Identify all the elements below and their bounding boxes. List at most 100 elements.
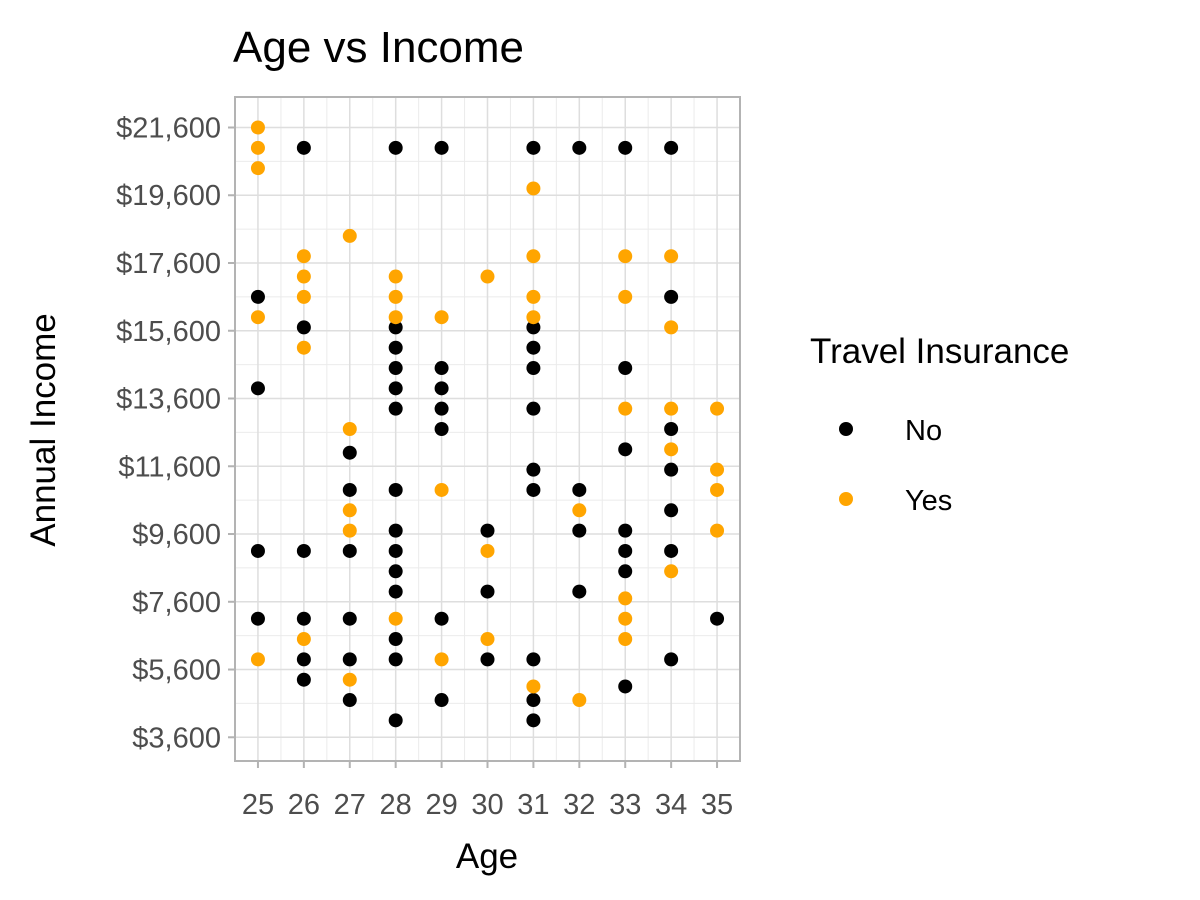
data-point-yes <box>434 482 449 497</box>
data-point-no <box>342 482 357 497</box>
y-tick-label: $7,600 <box>132 587 221 619</box>
data-point-yes <box>250 161 265 176</box>
data-point-no <box>342 693 357 708</box>
data-point-yes <box>296 249 311 264</box>
data-point-no <box>664 652 679 667</box>
legend: Travel Insurance No Yes <box>810 332 1069 517</box>
data-point-yes <box>480 632 495 647</box>
data-point-no <box>434 361 449 376</box>
data-point-no <box>434 140 449 155</box>
data-point-yes <box>618 611 633 626</box>
data-point-yes <box>710 523 725 538</box>
data-point-no <box>296 611 311 626</box>
y-tick-label: $21,600 <box>116 112 221 144</box>
data-point-no <box>250 289 265 304</box>
data-points <box>250 120 725 728</box>
data-point-no <box>664 503 679 518</box>
legend-label-no: No <box>905 415 942 447</box>
data-point-no <box>618 140 633 155</box>
data-point-no <box>526 482 541 497</box>
y-tick-label: $13,600 <box>116 384 221 416</box>
data-point-yes <box>434 652 449 667</box>
data-point-no <box>618 679 633 694</box>
data-point-no <box>526 140 541 155</box>
y-tick-label: $9,600 <box>132 519 221 551</box>
data-point-yes <box>342 672 357 687</box>
data-point-no <box>296 320 311 335</box>
data-point-yes <box>664 249 679 264</box>
data-point-no <box>618 543 633 558</box>
data-point-no <box>710 611 725 626</box>
data-point-no <box>250 611 265 626</box>
data-point-no <box>388 543 403 558</box>
data-point-no <box>388 140 403 155</box>
legend-label-yes: Yes <box>905 485 952 517</box>
data-point-yes <box>526 679 541 694</box>
data-point-no <box>664 140 679 155</box>
legend-key-yes <box>839 492 853 506</box>
data-point-yes <box>526 249 541 264</box>
data-point-no <box>664 289 679 304</box>
data-point-yes <box>388 269 403 284</box>
data-point-no <box>526 361 541 376</box>
data-point-no <box>388 361 403 376</box>
data-point-no <box>388 381 403 396</box>
data-point-no <box>250 381 265 396</box>
x-tick-label: 28 <box>380 789 412 821</box>
data-point-yes <box>618 591 633 606</box>
data-point-yes <box>388 611 403 626</box>
y-tick-label: $11,600 <box>118 451 221 483</box>
y-axis: $3,600 $5,600 $7,600 $9,600 $11,600 $13,600 $1… <box>116 112 235 754</box>
data-point-yes <box>388 310 403 325</box>
data-point-yes <box>618 401 633 416</box>
data-point-yes <box>250 652 265 667</box>
x-tick-label: 27 <box>334 789 366 821</box>
x-tick-label: 26 <box>288 789 320 821</box>
data-point-yes <box>710 462 725 477</box>
data-point-no <box>388 564 403 579</box>
x-tick-label: 25 <box>242 789 274 821</box>
data-point-no <box>480 523 495 538</box>
y-tick-label: $19,600 <box>116 180 221 212</box>
data-point-yes <box>526 289 541 304</box>
y-tick-label: $17,600 <box>116 248 221 280</box>
data-point-yes <box>296 340 311 355</box>
data-point-no <box>296 140 311 155</box>
data-point-yes <box>618 632 633 647</box>
data-point-no <box>388 482 403 497</box>
data-point-no <box>434 611 449 626</box>
data-point-no <box>388 401 403 416</box>
y-tick-label: $3,600 <box>132 722 221 754</box>
data-point-yes <box>480 543 495 558</box>
data-point-yes <box>388 289 403 304</box>
data-point-yes <box>342 422 357 436</box>
data-point-no <box>342 543 357 558</box>
data-point-no <box>296 672 311 687</box>
data-point-no <box>526 462 541 477</box>
data-point-no <box>388 320 403 335</box>
y-axis-title: Annual Income <box>24 313 63 546</box>
x-tick-label: 33 <box>609 789 641 821</box>
data-point-no <box>296 652 311 667</box>
y-tick-label: $15,600 <box>116 316 221 348</box>
data-point-no <box>480 652 495 667</box>
data-point-no <box>388 632 403 647</box>
data-point-no <box>342 445 357 460</box>
data-point-yes <box>480 269 495 284</box>
data-point-yes <box>664 320 679 335</box>
y-tick-label: $5,600 <box>132 655 221 687</box>
data-point-no <box>572 482 587 497</box>
data-point-yes <box>342 503 357 518</box>
data-point-no <box>434 693 449 708</box>
data-point-yes <box>526 181 541 196</box>
data-point-yes <box>296 632 311 647</box>
data-point-yes <box>664 442 679 457</box>
plot-grid <box>234 97 741 761</box>
data-point-yes <box>434 310 449 325</box>
legend-title: Travel Insurance <box>810 332 1069 371</box>
data-point-no <box>526 320 541 335</box>
data-point-no <box>618 523 633 538</box>
data-point-no <box>618 442 633 457</box>
data-point-yes <box>664 564 679 579</box>
data-point-no <box>526 713 541 728</box>
